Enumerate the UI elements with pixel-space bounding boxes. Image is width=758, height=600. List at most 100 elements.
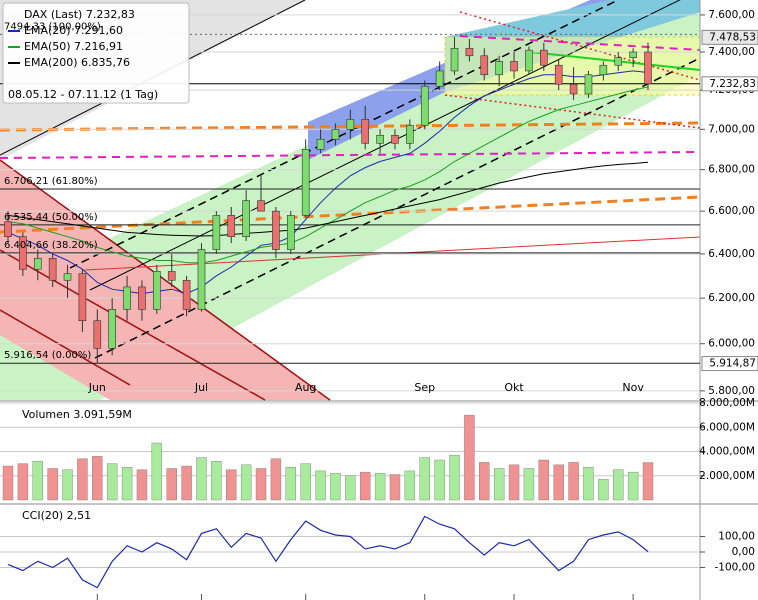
volume-bar: [508, 464, 520, 501]
fib-label: 6.535,44 (50.00%): [4, 212, 98, 223]
legend-box: [2, 2, 190, 104]
candle-body: [257, 200, 265, 212]
candle-body: [391, 134, 399, 144]
volume-bar: [538, 459, 550, 501]
volume-bar: [2, 465, 14, 501]
x-tick-label: Okt: [504, 381, 524, 394]
candle-body: [108, 309, 116, 349]
price-marker-label: 7.478,53: [709, 31, 756, 43]
candle-body: [286, 215, 295, 250]
volume-bar: [404, 470, 416, 501]
candle-body: [153, 271, 161, 310]
volume-bar: [345, 475, 356, 501]
candle-body: [376, 134, 384, 144]
volume-bar: [642, 462, 654, 501]
volume-bar: [583, 467, 594, 501]
y-tick-label: 4.000,00M: [699, 446, 755, 458]
y-tick-label: 6.400,00: [708, 248, 755, 260]
candle-body: [212, 215, 221, 250]
price-marker-box: [701, 29, 758, 45]
candle-body: [242, 200, 250, 237]
candle-body: [435, 70, 444, 87]
volume-bar: [240, 464, 252, 501]
candle-body: [346, 119, 355, 130]
candle-body: [510, 61, 518, 72]
volume-bar: [553, 464, 564, 501]
candle-body: [554, 64, 563, 85]
candle-body: [420, 85, 429, 126]
volume-bar: [121, 467, 133, 501]
volume-bar: [360, 471, 371, 501]
volume-bar: [449, 454, 460, 501]
volume-bar: [166, 468, 177, 501]
axis-area: [700, 0, 758, 600]
cci-title: CCI(20) 2,51: [22, 509, 91, 522]
volume-bar: [330, 473, 341, 501]
volume-bar: [374, 473, 386, 501]
volume-bar: [17, 463, 29, 501]
volume-bar: [151, 442, 163, 501]
volume-bar: [613, 469, 624, 501]
volume-bar: [181, 465, 192, 501]
candle-body: [33, 257, 42, 270]
x-tick-label: Jun: [88, 381, 106, 394]
candle-body: [301, 149, 310, 216]
candle-body: [316, 138, 325, 150]
legend-entry: EMA(50) 7.216,91: [24, 40, 123, 53]
volume-bar: [285, 467, 296, 501]
dashed-channel: [94, 57, 701, 359]
y-tick-label: 8.000,00M: [699, 397, 755, 409]
candle-body: [540, 49, 548, 66]
volume-bar: [598, 479, 609, 501]
candle-body: [361, 119, 370, 144]
fib-label: 6.706,21 (61.80%): [4, 176, 98, 187]
red-dotted: [459, 11, 701, 81]
price-marker-label: 7.232,83: [709, 78, 756, 90]
volume-bar: [270, 458, 282, 501]
x-tick-label: Sep: [414, 381, 435, 394]
y-tick-label: 2.000,00M: [699, 470, 755, 482]
y-tick-label: 6.800,00: [708, 164, 755, 176]
volume-bar: [568, 462, 579, 501]
candle-body: [331, 129, 340, 140]
price-marker-label: 5.914,87: [709, 358, 756, 370]
volume-bar: [211, 461, 222, 501]
candle-body: [525, 49, 533, 72]
volume-bar: [419, 457, 430, 501]
ema-line: [7, 161, 649, 237]
volume-bar: [226, 469, 237, 501]
y-tick-label: 100,00: [718, 531, 755, 543]
candle-body: [78, 273, 87, 322]
y-tick-label: -100,00: [714, 561, 755, 573]
candle-body: [450, 47, 459, 72]
candle-body: [465, 47, 474, 57]
x-tick-label: Nov: [622, 381, 644, 394]
volume-bar: [434, 459, 445, 501]
y-tick-label: 6.000,00M: [699, 421, 755, 433]
candle-body: [182, 279, 191, 310]
price-marker-box: [701, 356, 758, 372]
y-tick-label: 7.000,00: [708, 123, 755, 135]
y-tick-label: 6.000,00: [708, 338, 755, 350]
candle-body: [495, 61, 503, 76]
x-tick-label: Jul: [194, 381, 208, 394]
drawings: [0, 0, 701, 401]
y-tick-label: 6.200,00: [708, 292, 755, 304]
volume-bar: [196, 457, 207, 501]
volume-bar: [62, 469, 73, 501]
volume-bar: [77, 458, 88, 501]
candle-body: [48, 257, 57, 281]
candle-body: [123, 286, 131, 310]
candle-body: [599, 64, 608, 76]
red-line: [0, 159, 331, 401]
price-marker-box: [701, 76, 758, 92]
candle-body: [138, 286, 146, 310]
candle-body: [406, 125, 414, 144]
y-tick-label: 5.800,00: [708, 385, 755, 397]
candle-body: [644, 51, 652, 85]
y-tick-label: 0,00: [732, 546, 755, 558]
legend-entry: EMA(20) 7.291,60: [24, 24, 123, 37]
volume-bar: [389, 474, 401, 501]
volume-title: Volumen 3.091,59M: [22, 408, 132, 421]
